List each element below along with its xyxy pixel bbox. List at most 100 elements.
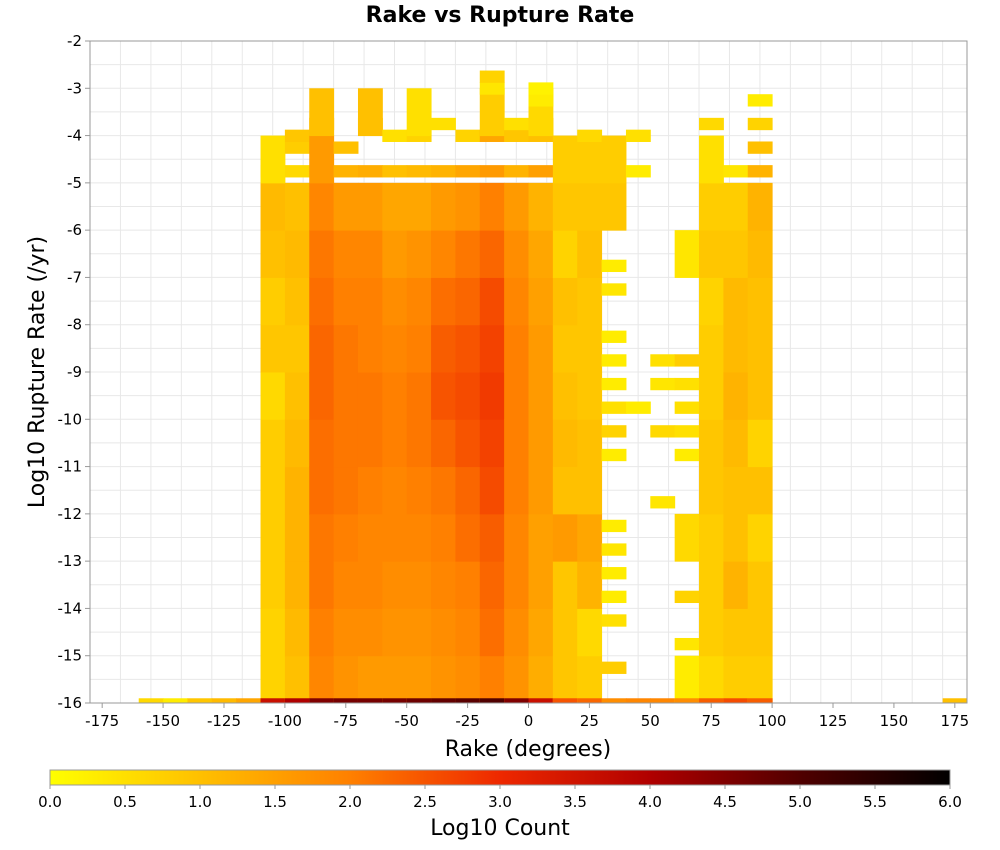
y-tick-label: -4 [67, 127, 82, 145]
heatmap-cell [699, 324, 724, 373]
heatmap-cell [333, 141, 359, 154]
heatmap-cell [479, 655, 505, 704]
heatmap-cell [455, 655, 481, 704]
heatmap-cell [357, 182, 383, 231]
heatmap-cell [699, 608, 724, 657]
heatmap-cell [674, 401, 700, 414]
colorbar [49, 769, 951, 786]
heatmap-cell [552, 561, 578, 609]
heatmap-cell [455, 466, 481, 515]
heatmap-cell [333, 230, 359, 278]
heatmap-cell [333, 608, 359, 657]
heatmap-cell [552, 655, 578, 704]
heatmap-cell [552, 419, 578, 468]
heatmap-cell [406, 88, 432, 137]
heatmap-bottom-cell [479, 698, 505, 703]
y-tick-label: -10 [58, 410, 83, 428]
heatmap-cell [650, 354, 676, 367]
heatmap-cell [601, 135, 627, 184]
heatmap-cell [674, 448, 700, 462]
heatmap-cell [333, 466, 359, 515]
heatmap-cell [699, 513, 724, 562]
chart-title: Rake vs Rupture Rate [366, 3, 635, 28]
heatmap-cell [406, 655, 432, 704]
x-tick-label: 75 [702, 712, 721, 730]
heatmap-cell [723, 372, 749, 420]
heatmap-cell [260, 277, 286, 326]
heatmap-cell [260, 135, 286, 184]
heatmap-cell [309, 88, 335, 137]
heatmap-cell [333, 655, 359, 704]
heatmap-cell [699, 277, 724, 326]
heatmap-bottom-cell [406, 698, 432, 703]
heatmap-cell [260, 561, 286, 609]
heatmap-cell [357, 655, 383, 704]
heatmap-cell [479, 466, 505, 515]
heatmap-cell [747, 94, 773, 107]
heatmap-cell [382, 324, 408, 373]
heatmap-cell [552, 182, 578, 231]
heatmap-cell [284, 561, 310, 609]
heatmap-bottom-cell [552, 698, 578, 703]
heatmap-cell [504, 419, 529, 468]
heatmap-cell [284, 165, 310, 178]
heatmap-cell [723, 655, 749, 704]
heatmap-cell [504, 655, 529, 704]
heatmap-cell [747, 117, 773, 131]
heatmap-cell [284, 182, 310, 231]
heatmap-cell [552, 466, 578, 515]
x-tick-label: 25 [580, 712, 599, 730]
heatmap-bottom-cell [723, 698, 749, 703]
heatmap-cell [528, 655, 554, 704]
heatmap-cell [455, 230, 481, 278]
heatmap-cell [674, 655, 700, 704]
heatmap-cell [479, 513, 505, 562]
heatmap-cell [406, 561, 432, 609]
heatmap-cell [747, 230, 773, 278]
heatmap-cell [577, 230, 603, 278]
colorbar-tick-label: 5.0 [788, 793, 812, 811]
heatmap-cell [577, 182, 603, 231]
heatmap-cell [699, 419, 724, 468]
heatmap-cell [601, 448, 627, 462]
heatmap-bottom-cell [138, 698, 164, 703]
heatmap-cell [357, 466, 383, 515]
heatmap-cell [479, 608, 505, 657]
y-tick-label: -14 [58, 599, 83, 617]
heatmap-cell [431, 324, 456, 373]
heatmap-cell [357, 561, 383, 609]
heatmap-cell [479, 324, 505, 373]
heatmap-cell [431, 165, 456, 178]
heatmap-cell [504, 230, 529, 278]
heatmap-cell [309, 466, 335, 515]
y-tick-label: -9 [67, 363, 82, 381]
heatmap-cell [674, 354, 700, 367]
heatmap-cell [528, 324, 554, 373]
heatmap-cell [601, 567, 627, 580]
heatmap-cell [601, 354, 627, 367]
heatmap-bottom-cell [236, 698, 262, 703]
heatmap-cell [528, 513, 554, 562]
heatmap-cell [747, 141, 773, 154]
heatmap-cell [699, 230, 724, 278]
heatmap-cell [455, 129, 481, 142]
heatmap-bottom-cell [163, 698, 188, 703]
heatmap-cell [479, 70, 505, 83]
heatmap-cell [552, 324, 578, 373]
x-axis-ticks: -175 -150 -125 -100 -75 -50 -25 0 25 50 75 100 125 15… [85, 703, 969, 730]
heatmap-cell [431, 182, 456, 231]
heatmap-cell [723, 277, 749, 326]
x-tick-label: -175 [85, 712, 119, 730]
heatmap-cell [699, 135, 724, 184]
heatmap-cell [260, 372, 286, 420]
heatmap-cell [723, 561, 749, 609]
heatmap-cell [455, 324, 481, 373]
heatmap-cell [601, 377, 627, 391]
heatmap-cell [382, 419, 408, 468]
heatmap-cell [674, 377, 700, 391]
heatmap-cell [333, 513, 359, 562]
heatmap-cell [309, 230, 335, 278]
x-tick-label: -150 [146, 712, 180, 730]
heatmap-cell [357, 419, 383, 468]
heatmap-cell [723, 182, 749, 231]
